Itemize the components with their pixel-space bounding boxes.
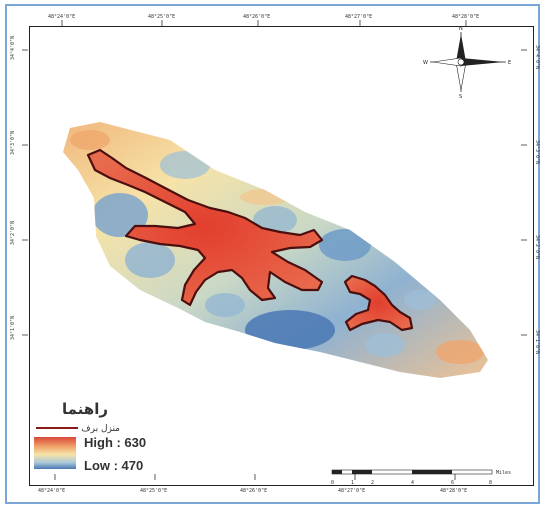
compass-n-label: N <box>459 26 463 32</box>
coord-label: 48°27'0"E <box>345 14 372 20</box>
coord-label: 48°25'0"E <box>148 14 175 20</box>
legend-high-label: High : 630 <box>84 435 146 450</box>
coord-label: 34°2'0"N <box>534 235 540 259</box>
coord-label: 48°28'0"E <box>440 488 467 494</box>
coord-label: 48°24'0"E <box>48 14 75 20</box>
coord-label: 48°26'0"E <box>240 488 267 494</box>
coord-label: 34°1'0"N <box>10 316 16 340</box>
legend-low-label: Low : 470 <box>84 458 143 473</box>
right-coordinates: 34°4'0"N 34°3'0"N 34°2'0"N 34°1'0"N <box>534 45 540 354</box>
legend: راهنما منزل برف High : 630 Low : 470 <box>34 400 146 473</box>
compass-e-label: E <box>508 60 511 66</box>
scale-tick: 1 <box>351 480 354 486</box>
legend-line-label: منزل برف <box>81 424 120 434</box>
legend-title: راهنما <box>62 400 108 418</box>
scale-tick: 0 <box>331 480 334 486</box>
coord-label: 34°3'0"N <box>10 131 16 155</box>
coord-label: 48°28'0"E <box>452 14 479 20</box>
left-coordinates: 34°4'0"N 34°3'0"N 34°2'0"N 34°1'0"N <box>10 36 16 340</box>
scale-tick: 8 <box>489 480 492 486</box>
border-ticks <box>22 20 527 480</box>
coord-label: 48°26'0"E <box>243 14 270 20</box>
coord-label: 48°24'0"E <box>38 488 65 494</box>
coord-label: 34°4'0"N <box>10 36 16 60</box>
coord-label: 34°4'0"N <box>534 45 540 69</box>
scale-tick: 6 <box>451 480 454 486</box>
map-frame <box>5 4 540 504</box>
scale-tick: 2 <box>371 480 374 486</box>
coord-label: 34°1'0"N <box>534 330 540 354</box>
north-arrow: N S E W <box>423 26 511 100</box>
north-arrow-icon <box>456 34 466 62</box>
bottom-coordinates: 48°24'0"E 48°25'0"E 48°26'0"E 48°27'0"E … <box>38 488 467 494</box>
compass-s-label: S <box>459 94 462 100</box>
coord-label: 34°2'0"N <box>10 221 16 245</box>
coord-label: 48°27'0"E <box>338 488 365 494</box>
coord-label: 34°3'0"N <box>534 140 540 164</box>
watershed-basin <box>63 122 488 378</box>
top-coordinates: 48°24'0"E 48°25'0"E 48°26'0"E 48°27'0"E … <box>48 14 479 20</box>
scale-unit: Miles <box>496 470 511 476</box>
elevation-swatch <box>34 437 76 469</box>
compass-w-label: W <box>423 60 428 66</box>
scale-tick: 4 <box>411 480 414 486</box>
scale-bar: 0 1 2 4 6 8 Miles <box>331 469 511 486</box>
coord-label: 48°25'0"E <box>140 488 167 494</box>
